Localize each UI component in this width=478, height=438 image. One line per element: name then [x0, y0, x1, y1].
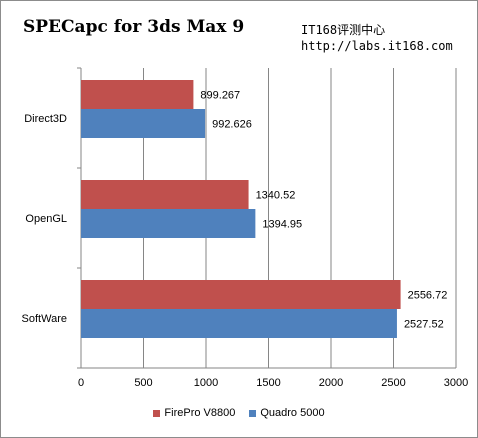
source-name: IT168评测中心 — [301, 23, 386, 37]
data-label-firepro-v8800-software: 2556.72 — [408, 290, 448, 302]
bar-quadro-5000-direct3d — [81, 109, 206, 138]
x-tick-label-1500: 1500 — [256, 377, 280, 389]
x-tick-label-0: 0 — [78, 377, 84, 389]
bar-firepro-v8800-direct3d — [81, 80, 194, 109]
source-url: http://labs.it168.com — [301, 39, 453, 53]
data-label-firepro-v8800-direct3d: 899.267 — [200, 90, 240, 102]
legend-label-quadro: Quadro 5000 — [260, 407, 325, 419]
bar-quadro-5000-software — [81, 309, 397, 338]
data-label-quadro-5000-software: 2527.52 — [404, 319, 444, 331]
bar-firepro-v8800-opengl — [81, 180, 249, 209]
legend-item-quadro: Quadro 5000 — [249, 407, 325, 419]
legend-label-firepro: FirePro V8800 — [164, 407, 236, 419]
x-tick-label-1000: 1000 — [194, 377, 218, 389]
bar-firepro-v8800-software — [81, 280, 401, 309]
legend: FirePro V8800 Quadro 5000 — [1, 407, 477, 419]
data-label-quadro-5000-opengl: 1394.95 — [262, 219, 302, 231]
legend-item-firepro: FirePro V8800 — [153, 407, 235, 419]
chart-title: SPECapc for 3ds Max 9 — [23, 17, 245, 37]
legend-swatch-firepro — [153, 409, 161, 417]
x-tick-label-2000: 2000 — [319, 377, 343, 389]
legend-swatch-quadro — [249, 409, 257, 417]
y-tick-label-opengl: OpenGL — [25, 213, 67, 225]
data-label-quadro-5000-direct3d: 992.626 — [212, 119, 252, 131]
x-tick-label-3000: 3000 — [444, 377, 468, 389]
y-tick-label-direct3d: Direct3D — [24, 113, 67, 125]
data-label-firepro-v8800-opengl: 1340.52 — [256, 190, 296, 202]
bar-quadro-5000-opengl — [81, 209, 256, 238]
x-tick-label-2500: 2500 — [381, 377, 405, 389]
x-tick-label-500: 500 — [134, 377, 152, 389]
y-tick-label-software: SoftWare — [22, 313, 67, 325]
